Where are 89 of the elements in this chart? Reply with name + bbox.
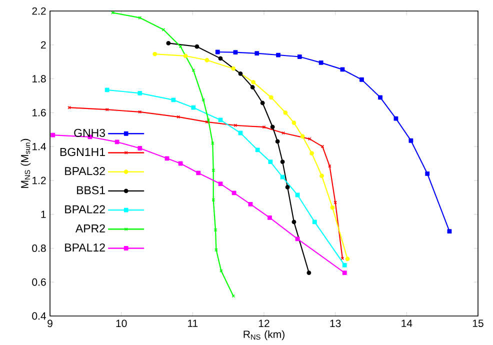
point [425, 171, 430, 176]
legend-label: APR2 [75, 224, 105, 232]
point [138, 90, 142, 96]
point [280, 160, 285, 164]
legend-label: BGN1H1 [60, 148, 105, 156]
point [194, 44, 200, 49]
legend-label: BBS1 [77, 186, 105, 194]
point [191, 105, 196, 110]
point [330, 205, 335, 210]
y-tick-label: 0.8 [32, 244, 46, 252]
point [342, 270, 347, 275]
point [176, 115, 180, 119]
point [295, 236, 300, 242]
point [196, 170, 201, 176]
point [233, 50, 238, 55]
legend-label: GNH3 [74, 128, 105, 137]
x-tick-label: 15 [472, 320, 484, 328]
point [218, 182, 223, 186]
point [248, 202, 253, 206]
point [310, 151, 314, 156]
point [276, 52, 280, 58]
point [275, 139, 280, 144]
x-tick-label: 10 [116, 320, 127, 328]
point [238, 71, 243, 76]
y-tick-label: 1.6 [32, 108, 46, 116]
point [215, 50, 220, 54]
y-tick-label: 1 [41, 210, 46, 218]
point [285, 185, 290, 190]
point [360, 77, 364, 82]
point [250, 85, 255, 90]
point [270, 124, 275, 130]
point [183, 54, 188, 58]
x-axis-title: R$_{NS}$ (km) [244, 330, 284, 340]
point [268, 95, 274, 100]
point [312, 220, 317, 224]
legend-label: BPAL32 [65, 167, 105, 176]
point [152, 52, 158, 56]
point [114, 140, 120, 144]
y-tick-label: 0.6 [32, 278, 46, 286]
x-tick-label: 9 [48, 320, 52, 328]
point [104, 88, 110, 92]
y-tick-label: 2 [41, 41, 46, 49]
point [262, 125, 266, 129]
point [283, 110, 288, 115]
point [218, 56, 223, 61]
point [447, 229, 452, 234]
point [231, 66, 236, 71]
point [138, 146, 142, 150]
point [218, 118, 223, 122]
point [306, 270, 312, 275]
point [166, 40, 171, 46]
point [251, 80, 256, 84]
point [318, 60, 324, 65]
point [254, 51, 260, 56]
point [394, 116, 398, 121]
point [345, 256, 350, 262]
point [320, 174, 324, 178]
y-tick-label: 1.4 [32, 142, 46, 150]
point [255, 148, 260, 152]
point [297, 54, 302, 59]
point [300, 134, 305, 139]
y-tick-label: 1.2 [32, 176, 46, 184]
point [260, 100, 265, 106]
x-tick-label: 14 [402, 320, 412, 327]
point [204, 58, 210, 62]
point [178, 44, 182, 48]
point [378, 95, 382, 100]
point [171, 98, 176, 102]
point [105, 108, 109, 112]
x-tick-label: 13 [330, 320, 341, 328]
x-tick-label: 11 [188, 320, 198, 327]
y-tick-label: 1.8 [32, 75, 46, 82]
point [342, 262, 347, 268]
legend-label: BPAL12 [65, 243, 105, 252]
y-axis-title: M$_{NS}$ (M$_{sun}$) [20, 138, 31, 188]
y-tick-label: 2.2 [32, 7, 46, 15]
point [164, 156, 170, 161]
point [268, 216, 272, 220]
point [292, 220, 296, 224]
legend-label: BPAL22 [65, 205, 105, 214]
point [268, 160, 273, 164]
point [320, 144, 324, 148]
point [50, 132, 56, 138]
point [210, 141, 214, 145]
point [408, 138, 414, 143]
y-tick-label: 0.4 [32, 312, 46, 320]
x-tick-label: 12 [258, 320, 270, 328]
point [292, 120, 296, 126]
point [162, 28, 166, 32]
